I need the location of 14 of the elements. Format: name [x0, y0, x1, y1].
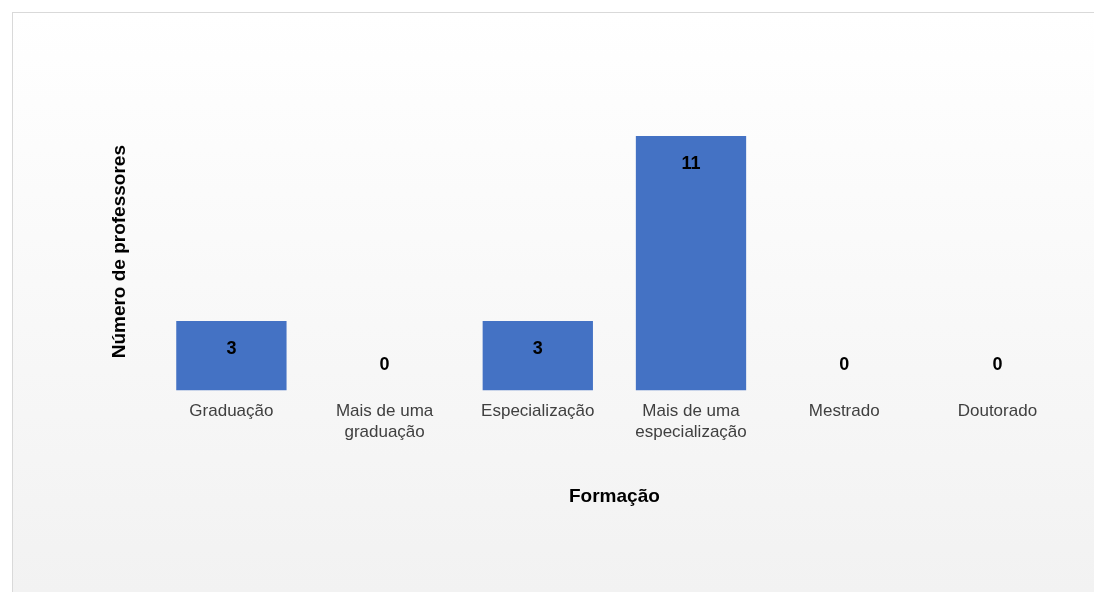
data-label: 11 — [681, 153, 701, 174]
data-label: 0 — [379, 354, 390, 375]
x-axis-title: Formação — [568, 484, 660, 506]
x-tick-label: Mais de uma graduação — [335, 401, 434, 441]
data-label: 0 — [839, 354, 850, 375]
x-tick-label: Doutorado — [957, 401, 1038, 421]
y-axis-title: Número de professores — [107, 145, 129, 359]
x-tick-label: Mais de uma especialização — [635, 401, 747, 441]
data-label: 0 — [992, 354, 1003, 375]
data-label: 3 — [226, 338, 237, 359]
data-label: 3 — [532, 338, 543, 359]
x-tick-label: Graduação — [189, 401, 274, 421]
x-tick-label: Mestrado — [808, 401, 880, 421]
x-tick-label: Especialização — [481, 401, 595, 421]
